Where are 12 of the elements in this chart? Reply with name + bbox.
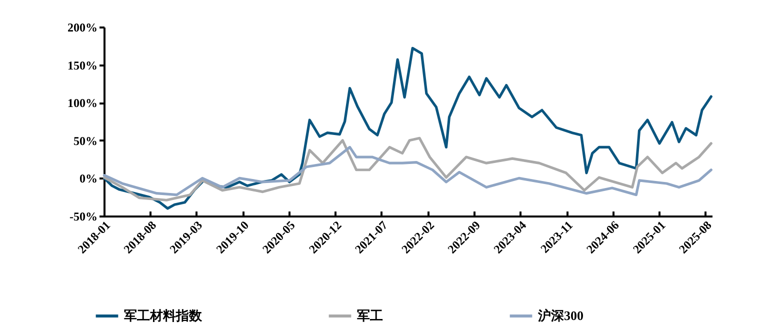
y-tick-label: 150% xyxy=(68,58,98,72)
legend-label: 沪深300 xyxy=(537,308,584,323)
legend-label: 军工 xyxy=(357,308,383,323)
legend-label: 军工材料指数 xyxy=(124,308,203,323)
line-series xyxy=(102,136,712,202)
y-tick-label: 50% xyxy=(74,134,98,148)
line-series xyxy=(102,146,712,196)
line-series xyxy=(102,46,712,210)
y-tick-label: -50% xyxy=(70,210,98,224)
y-tick-label: 100% xyxy=(68,96,98,110)
y-tick-label: 0% xyxy=(80,172,98,186)
y-tick-label: 200% xyxy=(68,20,98,34)
